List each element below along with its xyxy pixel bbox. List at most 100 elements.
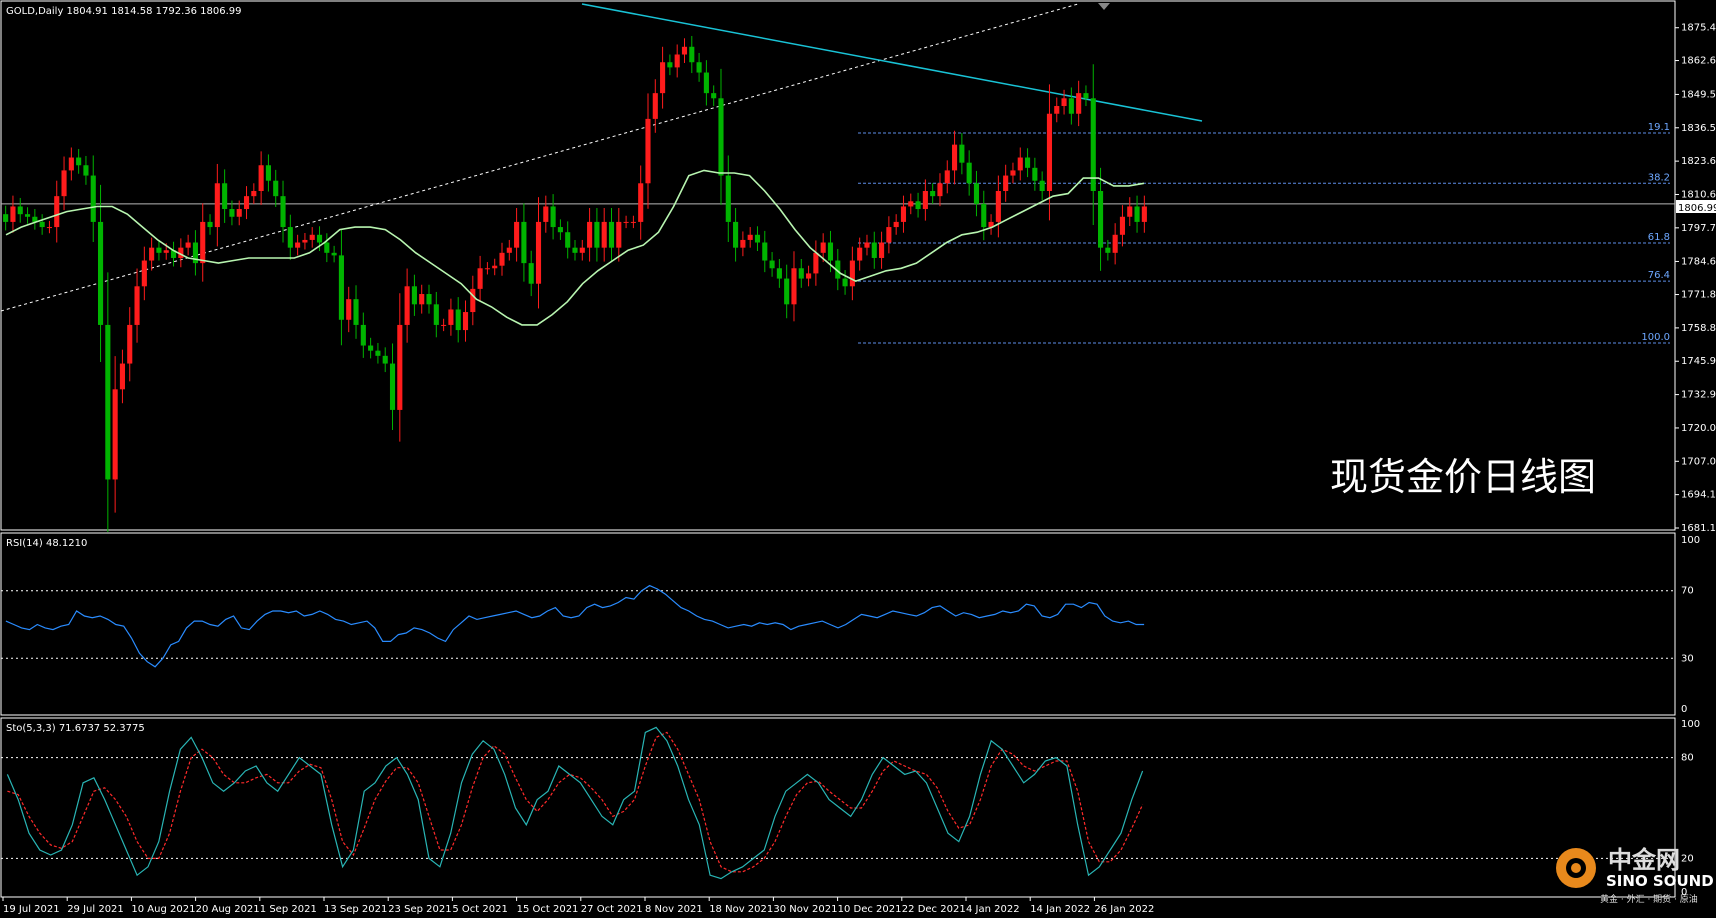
price-axis-label: 1745.90 [1681, 356, 1716, 367]
candle-body [185, 242, 191, 248]
stochastic-header: Sto(5,3,3) 71.6737 52.3775 [6, 723, 145, 734]
stochastic-axis-label: 0 [1681, 887, 1687, 898]
stochastic-layer [1, 726, 1675, 880]
rsi-header: RSI(14) 48.1210 [6, 538, 87, 549]
candle-body [484, 268, 490, 270]
candle-body [616, 221, 622, 248]
candle-body [375, 350, 381, 356]
candle-body [900, 206, 907, 222]
price-axis-label: 1797.70 [1681, 223, 1716, 234]
candle-body [660, 62, 666, 94]
candle-body [579, 247, 585, 253]
candle-body [1127, 206, 1133, 217]
candle-body [565, 232, 571, 248]
logo-mark-core-icon [1571, 863, 1581, 873]
candle-body [433, 304, 439, 325]
candle-body [521, 221, 527, 264]
time-axis-label: 29 Jul 2021 [67, 904, 124, 915]
time-axis-label: 8 Nov 2021 [645, 904, 703, 915]
candle-body [265, 165, 271, 181]
axis-layer: 1875.40 1862.65 1849.50 1836.55 1823.60 1810.… [2, 23, 1716, 915]
candle-body [382, 355, 388, 364]
candle-body [119, 363, 125, 390]
time-axis-label: 5 Oct 2021 [452, 904, 507, 915]
candle-body [1105, 247, 1111, 253]
candle-body [499, 252, 505, 266]
candle-body [17, 206, 23, 215]
candle-body [1039, 180, 1045, 192]
candle-body [1076, 93, 1082, 114]
candle-body [886, 227, 892, 243]
candle-body [623, 221, 629, 223]
price-axis-label: 1732.95 [1681, 390, 1716, 401]
time-axis-label: 10 Dec 2021 [838, 904, 902, 915]
logo-en: SINO SOUND [1606, 872, 1714, 890]
trendline-anchor-icon [1098, 3, 1110, 10]
candle-body [842, 278, 848, 287]
time-axis-label: 30 Nov 2021 [773, 904, 837, 915]
candle-body [324, 242, 330, 253]
candle-body [915, 201, 921, 210]
candle-body [535, 221, 542, 284]
candle-body [163, 250, 169, 253]
candle-body [1068, 98, 1074, 114]
candle-body [849, 260, 855, 287]
candle-body [1025, 157, 1031, 168]
candle-body [1119, 216, 1126, 235]
candle-body [287, 227, 293, 248]
candle-body [353, 299, 359, 325]
moving-average-line [5, 169, 1145, 326]
candle-body [798, 268, 804, 279]
candle-body [54, 196, 60, 228]
candle-body [141, 260, 147, 287]
candle-body [1141, 206, 1147, 222]
candle-body [754, 234, 761, 243]
fib-level-label: 38.2 [1648, 172, 1670, 183]
candle-body [68, 157, 74, 171]
candle-body [784, 278, 790, 305]
rsi-line [5, 584, 1145, 668]
candle-body [207, 221, 213, 228]
candle-body [156, 247, 162, 253]
candle-body [455, 309, 461, 331]
candle-body [200, 221, 206, 264]
candle-body [236, 209, 242, 217]
candle-body [1046, 113, 1053, 192]
candle-body [952, 144, 958, 171]
price-axis-label: 1758.85 [1681, 323, 1716, 334]
candle-body [1134, 206, 1140, 222]
candle-body [419, 294, 425, 305]
price-axis-label: 1836.55 [1681, 123, 1716, 134]
price-axis-label: 1694.10 [1681, 490, 1716, 501]
rsi-axis-label: 70 [1681, 586, 1694, 597]
candle-body [222, 183, 228, 210]
price-axis-label: 1707.05 [1681, 456, 1716, 467]
stochastic-axis-label: 80 [1681, 753, 1694, 764]
candle-body [543, 206, 549, 222]
candle-body [302, 239, 308, 243]
candle-body [10, 206, 16, 222]
candle-body [864, 242, 870, 248]
candle-body [1010, 170, 1016, 176]
candle-body [908, 201, 914, 207]
stochastic-signal-line [7, 731, 1144, 873]
candle-body [273, 180, 279, 197]
price-axis-label: 1823.60 [1681, 156, 1716, 167]
candle-body [528, 263, 534, 284]
price-axis-label: 1784.65 [1681, 256, 1716, 267]
candle-body [667, 62, 673, 68]
candle-body [389, 363, 396, 410]
candle-body [689, 46, 695, 63]
price-axis-label: 1849.50 [1681, 89, 1716, 100]
time-axis-label: 26 Jan 2022 [1094, 904, 1154, 915]
candle-body [813, 252, 819, 274]
price-axis-label: 1720.00 [1681, 423, 1716, 434]
price-axis-label: 1771.80 [1681, 290, 1716, 301]
price-axis-label: 1681.15 [1681, 523, 1716, 534]
candle-body [280, 196, 286, 228]
candle-body [1003, 175, 1009, 192]
symbol-header: GOLD,Daily 1804.91 1814.58 1792.36 1806.… [6, 6, 242, 17]
candle-body [506, 247, 512, 253]
candle-body [638, 183, 644, 222]
candle-body [718, 98, 724, 176]
